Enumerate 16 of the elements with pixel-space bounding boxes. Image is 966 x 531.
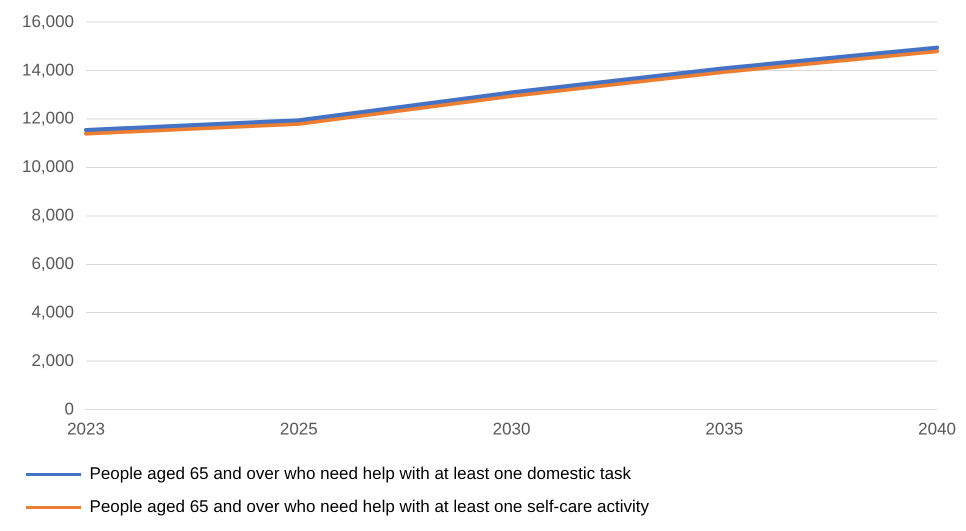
x-tick-label: 2025 xyxy=(280,419,318,438)
y-tick-label: 14,000 xyxy=(22,60,74,80)
x-tick-label: 2023 xyxy=(67,419,105,438)
x-tick-label: 2040 xyxy=(918,419,956,438)
x-tick-label: 2030 xyxy=(492,419,530,438)
x-tick-label: 2035 xyxy=(705,419,744,438)
y-tick-label: 4,000 xyxy=(31,302,74,322)
y-tick-label: 0 xyxy=(64,399,74,418)
y-tick-label: 16,000 xyxy=(22,12,74,31)
y-tick-label: 10,000 xyxy=(22,157,74,176)
legend-label: People aged 65 and over who need help with at least one self-care activity xyxy=(90,497,650,516)
legend-label: People aged 65 and over who need help with at least one domestic task xyxy=(90,464,632,484)
y-tick-label: 8,000 xyxy=(31,206,74,225)
y-tick-label: 2,000 xyxy=(31,350,74,370)
y-tick-label: 6,000 xyxy=(31,254,74,274)
y-tick-label: 12,000 xyxy=(22,108,74,128)
